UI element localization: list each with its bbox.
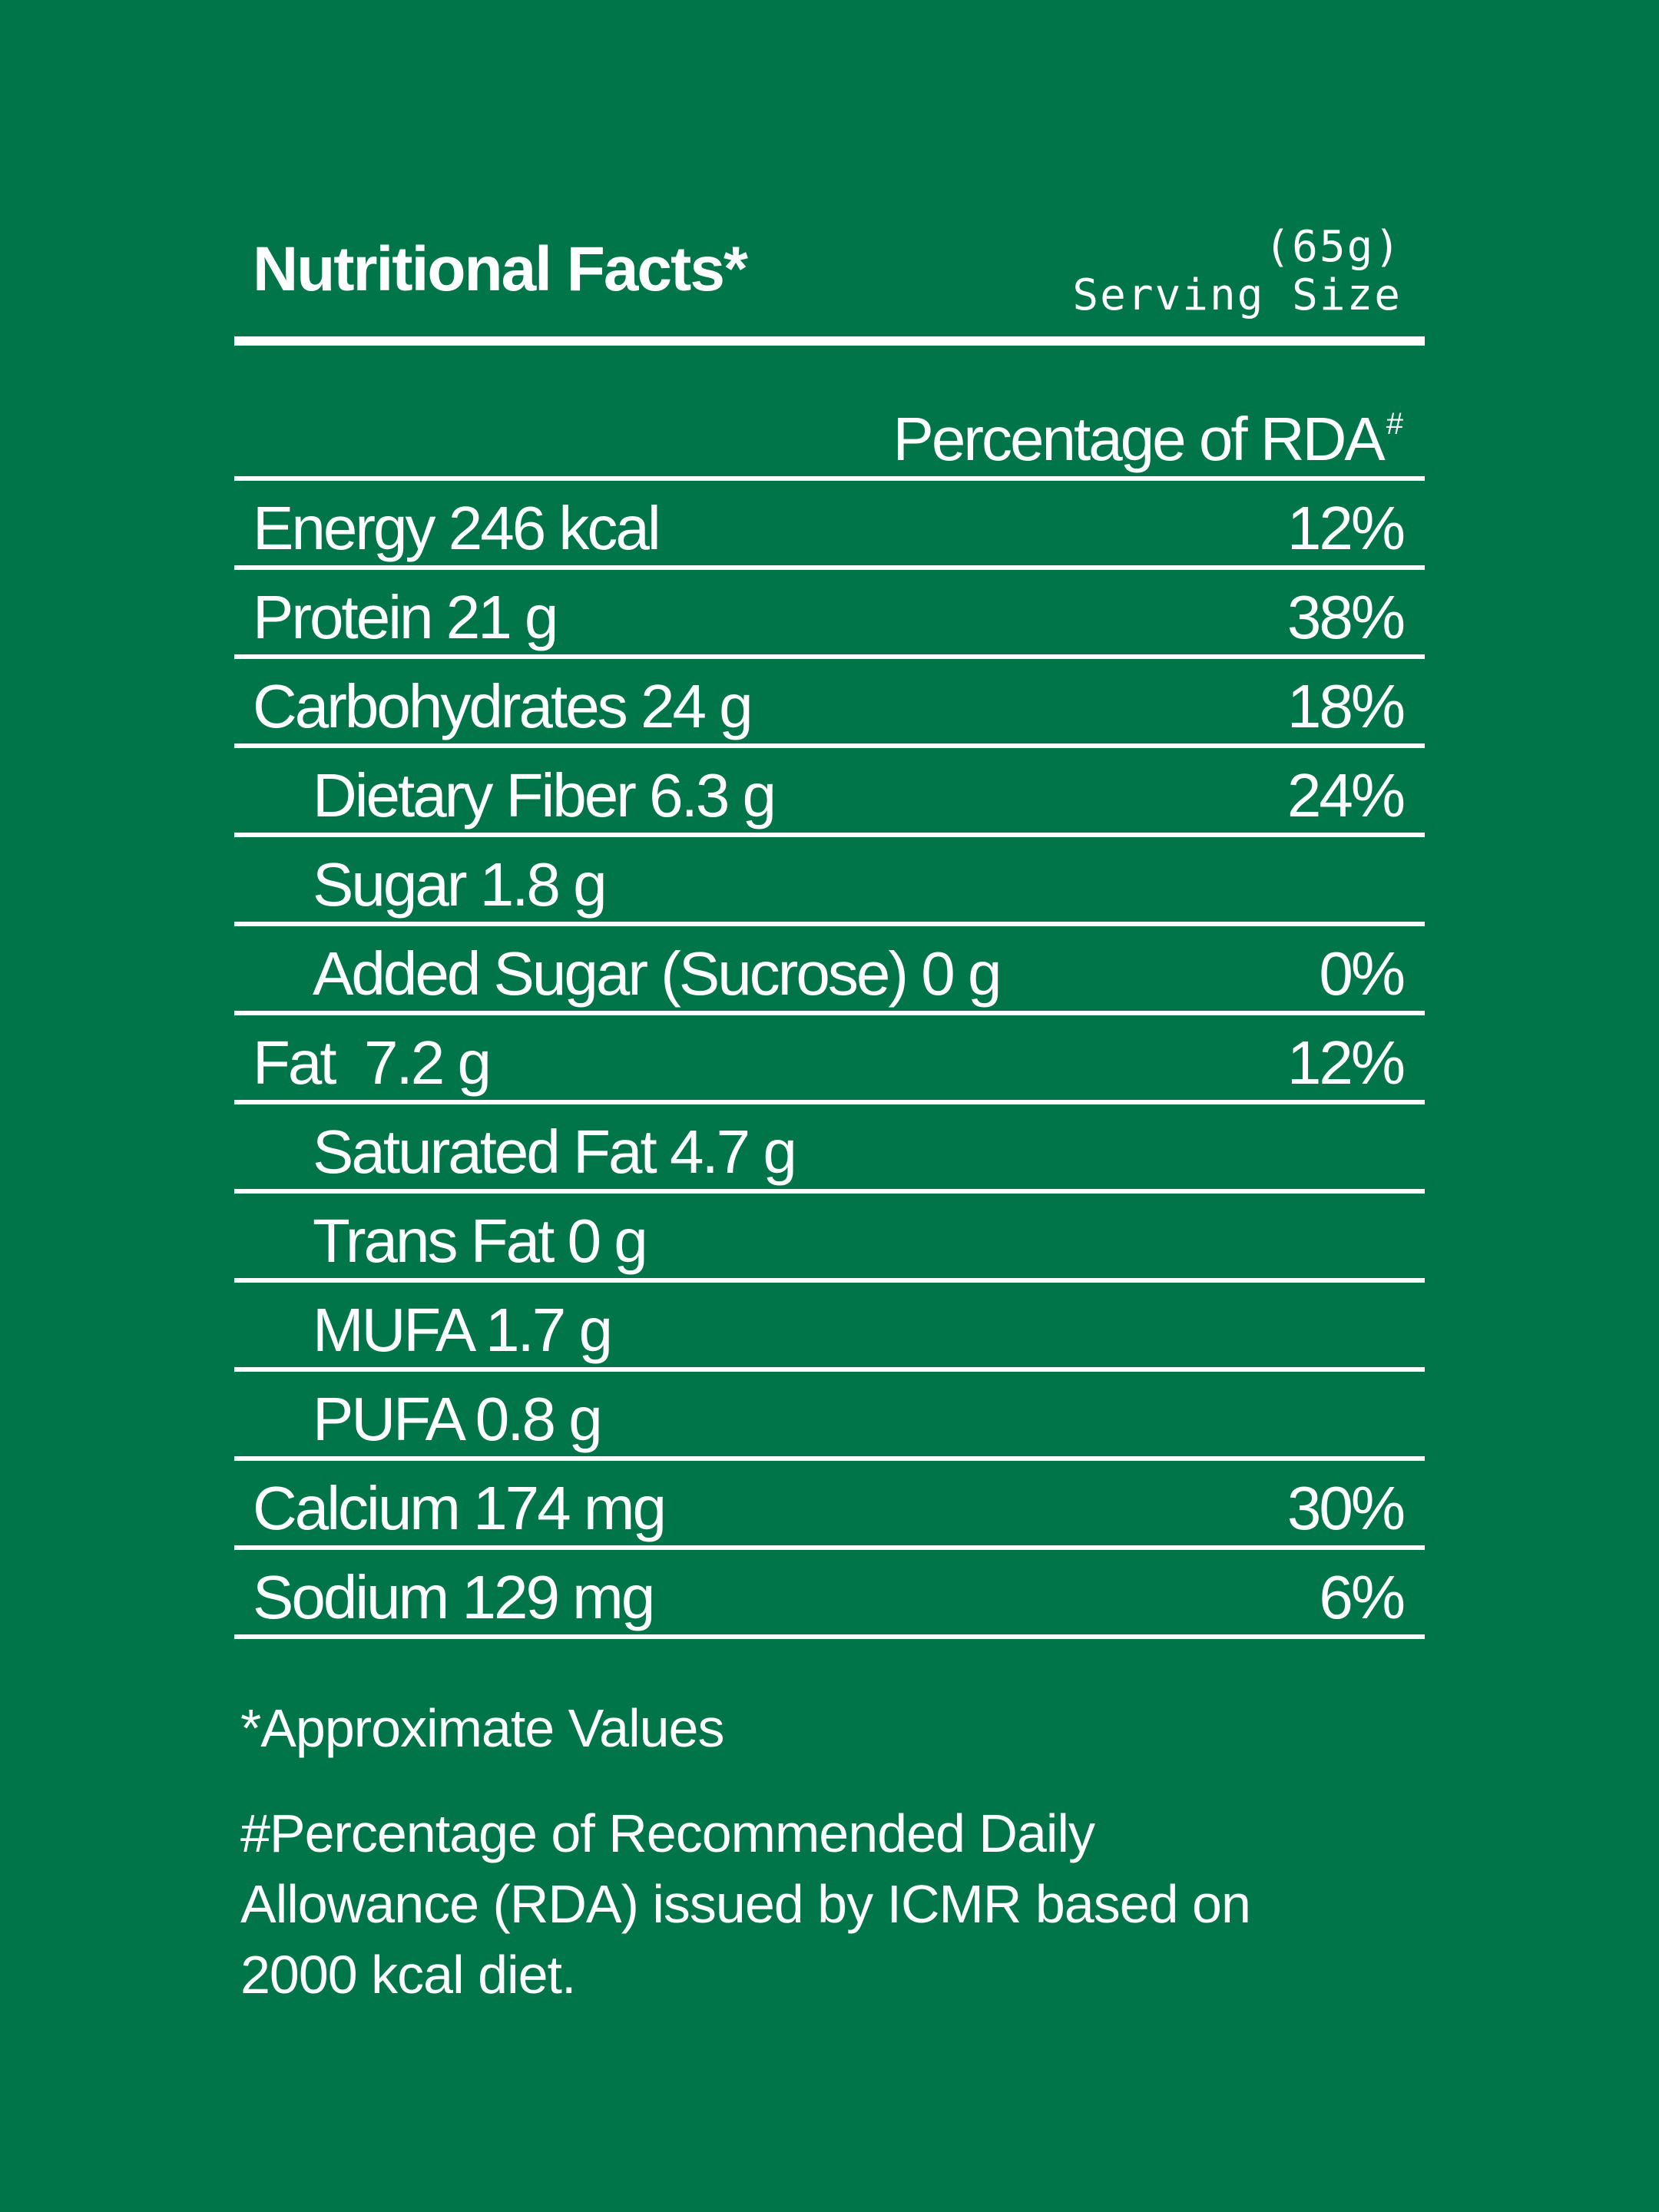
- rda-column-header: Percentage of RDA #: [234, 346, 1425, 481]
- nutrition-title: Nutritional Facts*: [253, 234, 748, 304]
- nutrient-row: Carbohydrates 24 g 18%: [234, 659, 1425, 748]
- serving-label: Serving Size: [1072, 270, 1402, 321]
- nutrient-name: Saturated Fat 4.7 g: [313, 1118, 797, 1186]
- nutrient-name: Dietary Fiber 6.3 g: [313, 761, 777, 830]
- nutrient-rda-percent: 38%: [1286, 583, 1406, 651]
- nutrient-name: Trans Fat 0 g: [313, 1207, 648, 1275]
- rda-column-label: Percentage of RDA #: [892, 409, 1403, 470]
- nutrient-rda-percent: 30%: [1286, 1474, 1406, 1542]
- footnote-rda-line-3: 2000 kcal diet.: [240, 1945, 576, 2005]
- nutrient-name: Energy 246 kcal: [253, 494, 661, 562]
- nutrient-name: PUFA 0.8 g: [313, 1385, 603, 1453]
- nutrient-subrow: Dietary Fiber 6.3 g 24%: [234, 748, 1425, 837]
- nutrient-row: Protein 21 g 38%: [234, 570, 1425, 659]
- nutrient-subrow: PUFA 0.8 g: [234, 1372, 1425, 1461]
- nutrient-name: Fat 7.2 g: [253, 1028, 492, 1097]
- nutrient-rda-percent: 24%: [1286, 761, 1406, 830]
- nutrition-facts-panel: Nutritional Facts* (65g) Serving Size Pe…: [234, 223, 1425, 1639]
- nutrient-rda-percent: 0%: [1319, 939, 1406, 1008]
- footnote-rda-line-1: #Percentage of Recommended Daily: [240, 1803, 1095, 1863]
- nutrient-name: MUFA 1.7 g: [313, 1296, 613, 1364]
- nutrient-table: Energy 246 kcal 12% Protein 21 g 38% Carbo…: [234, 481, 1425, 1639]
- nutrient-row: Energy 246 kcal 12%: [234, 481, 1425, 570]
- rda-footnote-marker: #: [1386, 407, 1403, 441]
- nutrient-row: Calcium 174 mg 30%: [234, 1461, 1425, 1550]
- nutrient-rda-percent: 6%: [1319, 1563, 1406, 1631]
- nutrient-name: Carbohydrates 24 g: [253, 672, 753, 740]
- rda-label-text: Percentage of RDA: [892, 405, 1385, 473]
- nutrient-name: Sodium 129 mg: [253, 1563, 655, 1631]
- header-divider: [234, 336, 1425, 346]
- nutrient-subrow: Saturated Fat 4.7 g: [234, 1104, 1425, 1194]
- nutrient-row: Fat 7.2 g 12%: [234, 1015, 1425, 1104]
- footnote-approximate: *Approximate Values: [240, 1698, 725, 1758]
- serving-size: (65g) Serving Size: [1072, 223, 1402, 320]
- nutrition-header: Nutritional Facts* (65g) Serving Size: [234, 223, 1425, 336]
- nutrient-subrow: Added Sugar (Sucrose) 0 g 0%: [234, 926, 1425, 1015]
- nutrient-name: Added Sugar (Sucrose) 0 g: [313, 939, 1002, 1008]
- nutrient-name: Sugar 1.8 g: [313, 850, 608, 919]
- footnotes: *Approximate Values #Percentage of Recom…: [240, 1701, 1392, 2010]
- nutrient-row: Sodium 129 mg 6%: [234, 1550, 1425, 1639]
- nutrient-rda-percent: 18%: [1286, 672, 1406, 740]
- nutrient-subrow: Trans Fat 0 g: [234, 1194, 1425, 1283]
- nutrient-subrow: MUFA 1.7 g: [234, 1283, 1425, 1372]
- nutrient-name: Protein 21 g: [253, 583, 558, 651]
- nutrient-rda-percent: 12%: [1286, 1028, 1406, 1097]
- serving-amount: (65g): [1264, 222, 1402, 272]
- nutrient-rda-percent: 12%: [1286, 494, 1406, 562]
- footnote-rda-line-2: Allowance (RDA) issued by ICMR based on: [240, 1874, 1251, 1934]
- nutrient-name: Calcium 174 mg: [253, 1474, 667, 1542]
- nutrient-subrow: Sugar 1.8 g: [234, 837, 1425, 926]
